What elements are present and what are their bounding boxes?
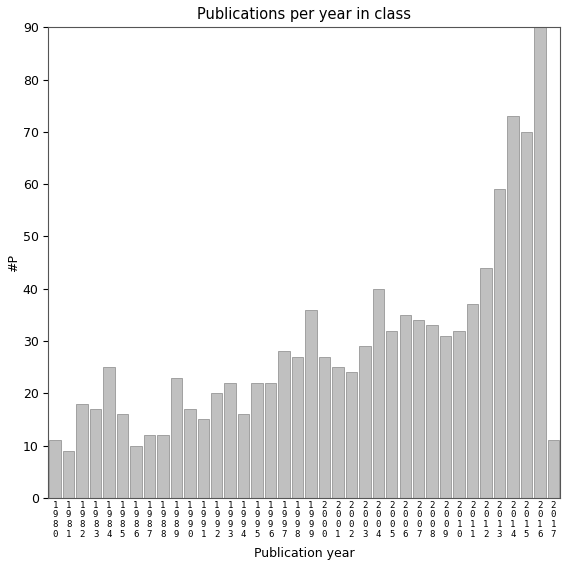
Bar bbox=[319, 357, 330, 498]
Bar bbox=[332, 367, 344, 498]
X-axis label: Publication year: Publication year bbox=[254, 547, 354, 560]
Bar bbox=[117, 414, 128, 498]
Bar bbox=[171, 378, 182, 498]
Bar bbox=[130, 446, 142, 498]
Bar bbox=[292, 357, 303, 498]
Bar bbox=[413, 320, 425, 498]
Bar bbox=[49, 441, 61, 498]
Bar bbox=[211, 393, 222, 498]
Bar bbox=[534, 27, 545, 498]
Bar bbox=[548, 441, 559, 498]
Bar bbox=[507, 116, 519, 498]
Bar bbox=[63, 451, 74, 498]
Bar bbox=[184, 409, 196, 498]
Bar bbox=[440, 336, 451, 498]
Bar bbox=[143, 435, 155, 498]
Bar bbox=[480, 268, 492, 498]
Bar bbox=[251, 383, 263, 498]
Bar bbox=[373, 289, 384, 498]
Bar bbox=[77, 404, 88, 498]
Bar bbox=[225, 383, 236, 498]
Bar bbox=[521, 132, 532, 498]
Bar bbox=[305, 310, 317, 498]
Bar bbox=[157, 435, 168, 498]
Bar bbox=[278, 352, 290, 498]
Bar bbox=[346, 373, 357, 498]
Bar bbox=[494, 189, 505, 498]
Bar bbox=[467, 304, 479, 498]
Bar bbox=[103, 367, 115, 498]
Bar bbox=[400, 315, 411, 498]
Bar bbox=[386, 331, 397, 498]
Bar bbox=[359, 346, 371, 498]
Title: Publications per year in class: Publications per year in class bbox=[197, 7, 411, 22]
Bar bbox=[197, 420, 209, 498]
Y-axis label: #P: #P bbox=[7, 253, 20, 272]
Bar bbox=[238, 414, 249, 498]
Bar bbox=[265, 383, 276, 498]
Bar bbox=[454, 331, 465, 498]
Bar bbox=[426, 325, 438, 498]
Bar bbox=[90, 409, 101, 498]
